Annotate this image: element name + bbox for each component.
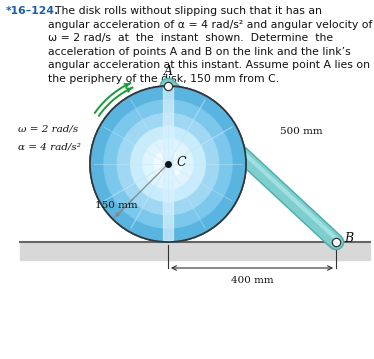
Text: 500 mm: 500 mm xyxy=(280,127,323,136)
Bar xyxy=(163,88,173,240)
Circle shape xyxy=(143,139,193,189)
Circle shape xyxy=(104,100,232,228)
Text: *16–124.: *16–124. xyxy=(6,6,59,16)
Bar xyxy=(20,242,370,260)
Text: C: C xyxy=(177,157,187,169)
Text: ω = 2 rad/s: ω = 2 rad/s xyxy=(18,125,78,134)
Circle shape xyxy=(143,139,193,189)
Circle shape xyxy=(154,150,182,178)
Text: B: B xyxy=(344,233,353,246)
Text: A: A xyxy=(163,65,172,78)
Circle shape xyxy=(154,150,182,178)
Text: 150 mm: 150 mm xyxy=(95,201,137,210)
Circle shape xyxy=(90,86,246,242)
Text: α = 4 rad/s²: α = 4 rad/s² xyxy=(18,143,81,151)
Circle shape xyxy=(131,127,205,201)
Circle shape xyxy=(117,113,219,215)
Circle shape xyxy=(90,86,246,242)
Circle shape xyxy=(104,100,232,228)
Circle shape xyxy=(131,127,205,201)
Text: 400 mm: 400 mm xyxy=(231,276,273,285)
Bar xyxy=(163,88,173,240)
Text: The disk rolls without slipping such that it has an
angular acceleration of α = : The disk rolls without slipping such tha… xyxy=(48,6,373,84)
Circle shape xyxy=(117,113,219,215)
